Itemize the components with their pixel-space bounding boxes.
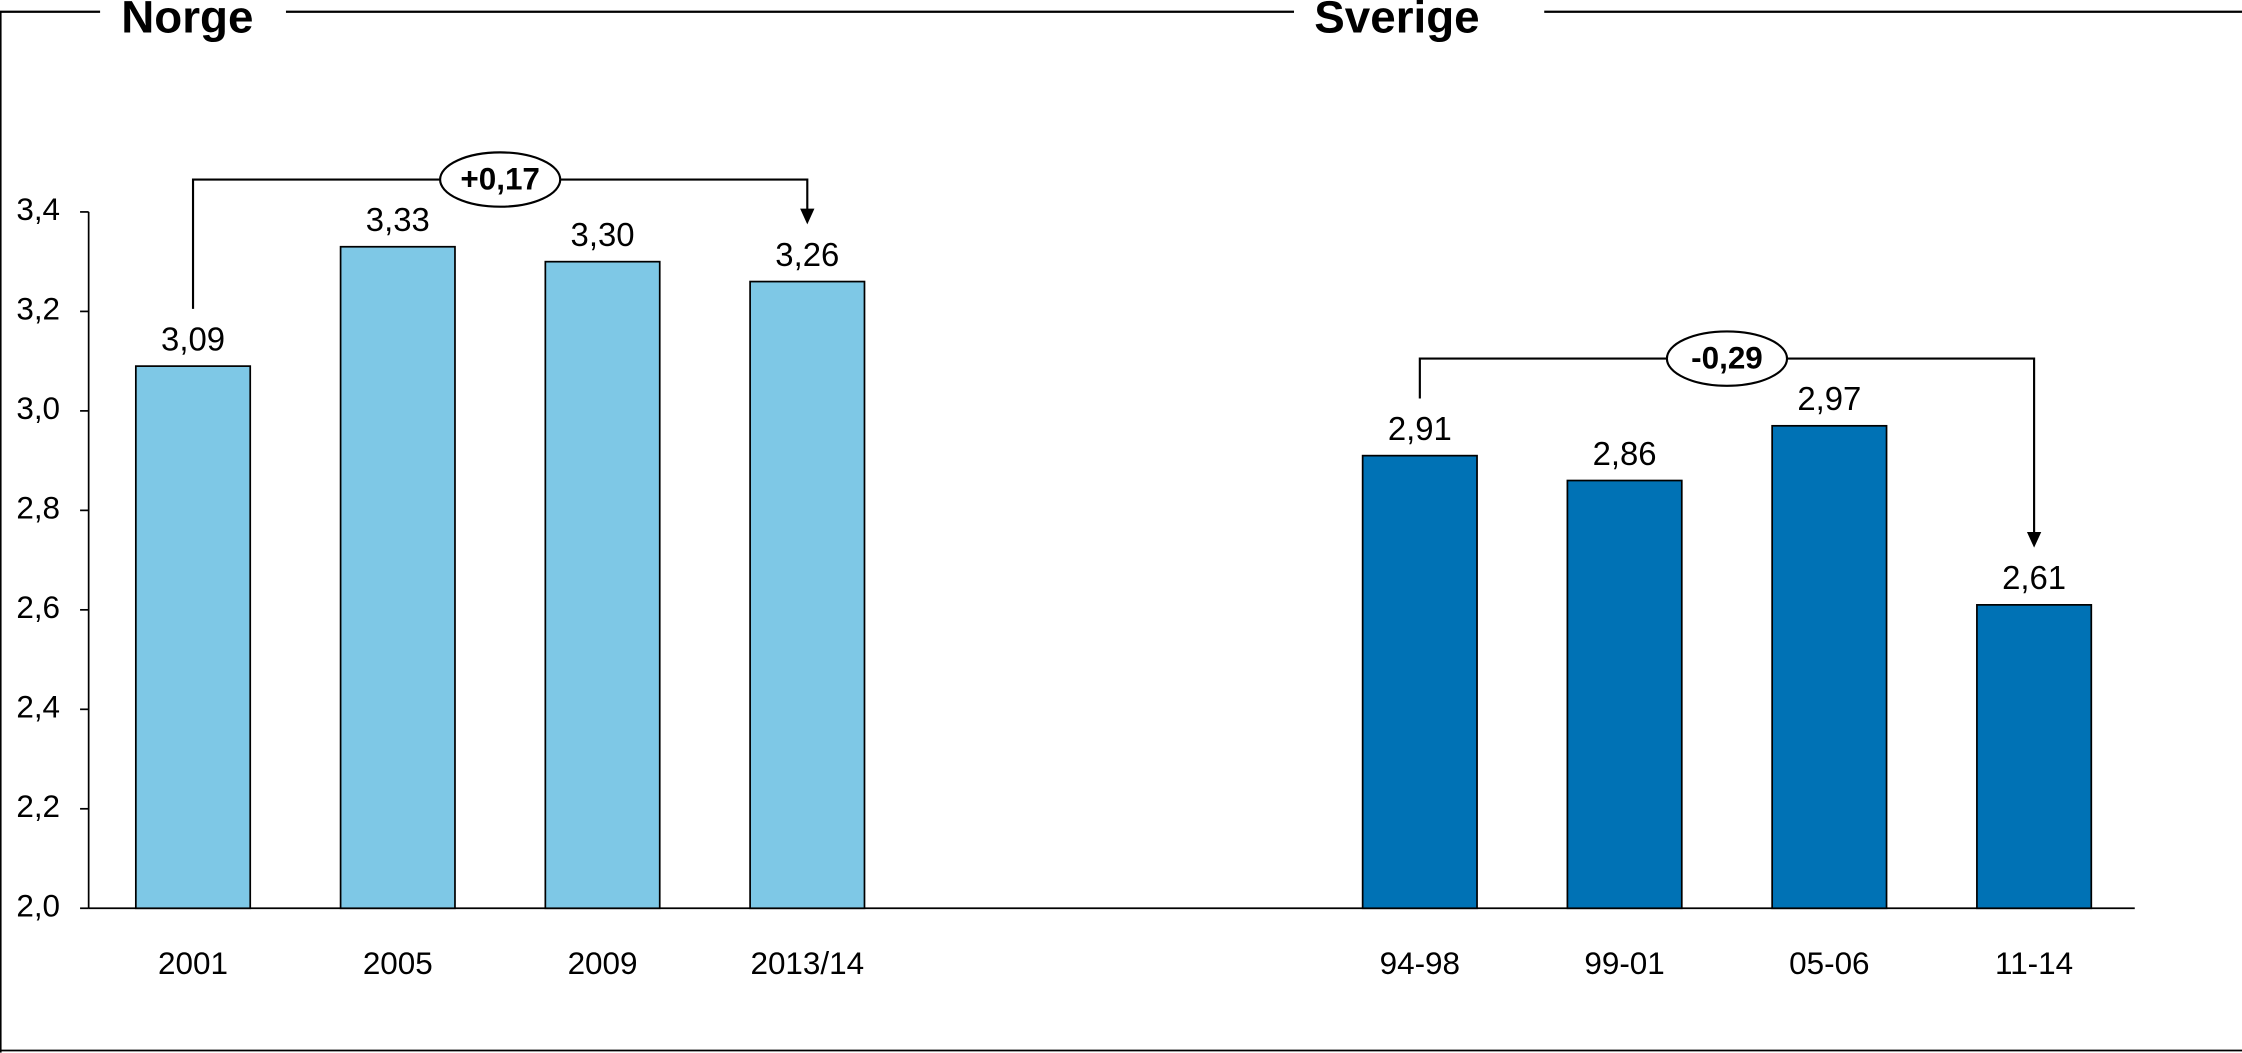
y-tick-label: 2,6 — [16, 590, 60, 625]
bar — [1566, 479, 1683, 910]
bar — [1771, 424, 1888, 910]
value-label: 3,30 — [571, 216, 635, 253]
annotation-bubble — [439, 151, 562, 208]
group-title: Norge — [121, 0, 253, 42]
bar — [1361, 454, 1478, 910]
y-tick-label: 3,0 — [16, 391, 60, 426]
x-tick-label: 99-01 — [1584, 946, 1664, 981]
x-tick-label: 2001 — [158, 946, 228, 981]
value-label: 3,09 — [161, 321, 225, 358]
x-tick-label: 94-98 — [1380, 946, 1460, 981]
x-tick-label: 2013/14 — [750, 946, 864, 981]
group-title: Sverige — [1314, 0, 1479, 42]
bar — [1976, 604, 2093, 910]
y-tick-label: 2,4 — [16, 690, 60, 725]
y-tick-label: 2,8 — [16, 491, 60, 526]
bar — [544, 260, 661, 910]
value-label: 2,86 — [1593, 435, 1657, 472]
y-tick-label: 3,2 — [16, 292, 60, 327]
y-tick-label: 2,0 — [16, 889, 60, 924]
x-tick-label: 2009 — [568, 946, 638, 981]
bar — [134, 365, 252, 910]
annotation: -0,29 — [1691, 340, 1763, 375]
y-tick-label: 3,4 — [16, 192, 60, 227]
x-tick-label: 2005 — [363, 946, 433, 981]
bracket-arrow — [800, 208, 815, 225]
annotation: +0,17 — [460, 161, 540, 196]
value-label: 2,61 — [2002, 559, 2066, 596]
x-tick-label: 11-14 — [1995, 946, 2073, 981]
x-tick-label: 05-06 — [1789, 946, 1869, 981]
value-label: 2,91 — [1388, 410, 1452, 447]
bar — [749, 280, 866, 910]
value-label: 3,33 — [366, 201, 430, 238]
bracket-arrow — [2026, 531, 2042, 548]
bar — [339, 245, 456, 910]
annotation-bubble — [1665, 330, 1789, 387]
y-tick-label: 2,2 — [16, 789, 60, 824]
value-label: 3,26 — [775, 236, 839, 273]
value-label: 2,97 — [1797, 380, 1861, 417]
